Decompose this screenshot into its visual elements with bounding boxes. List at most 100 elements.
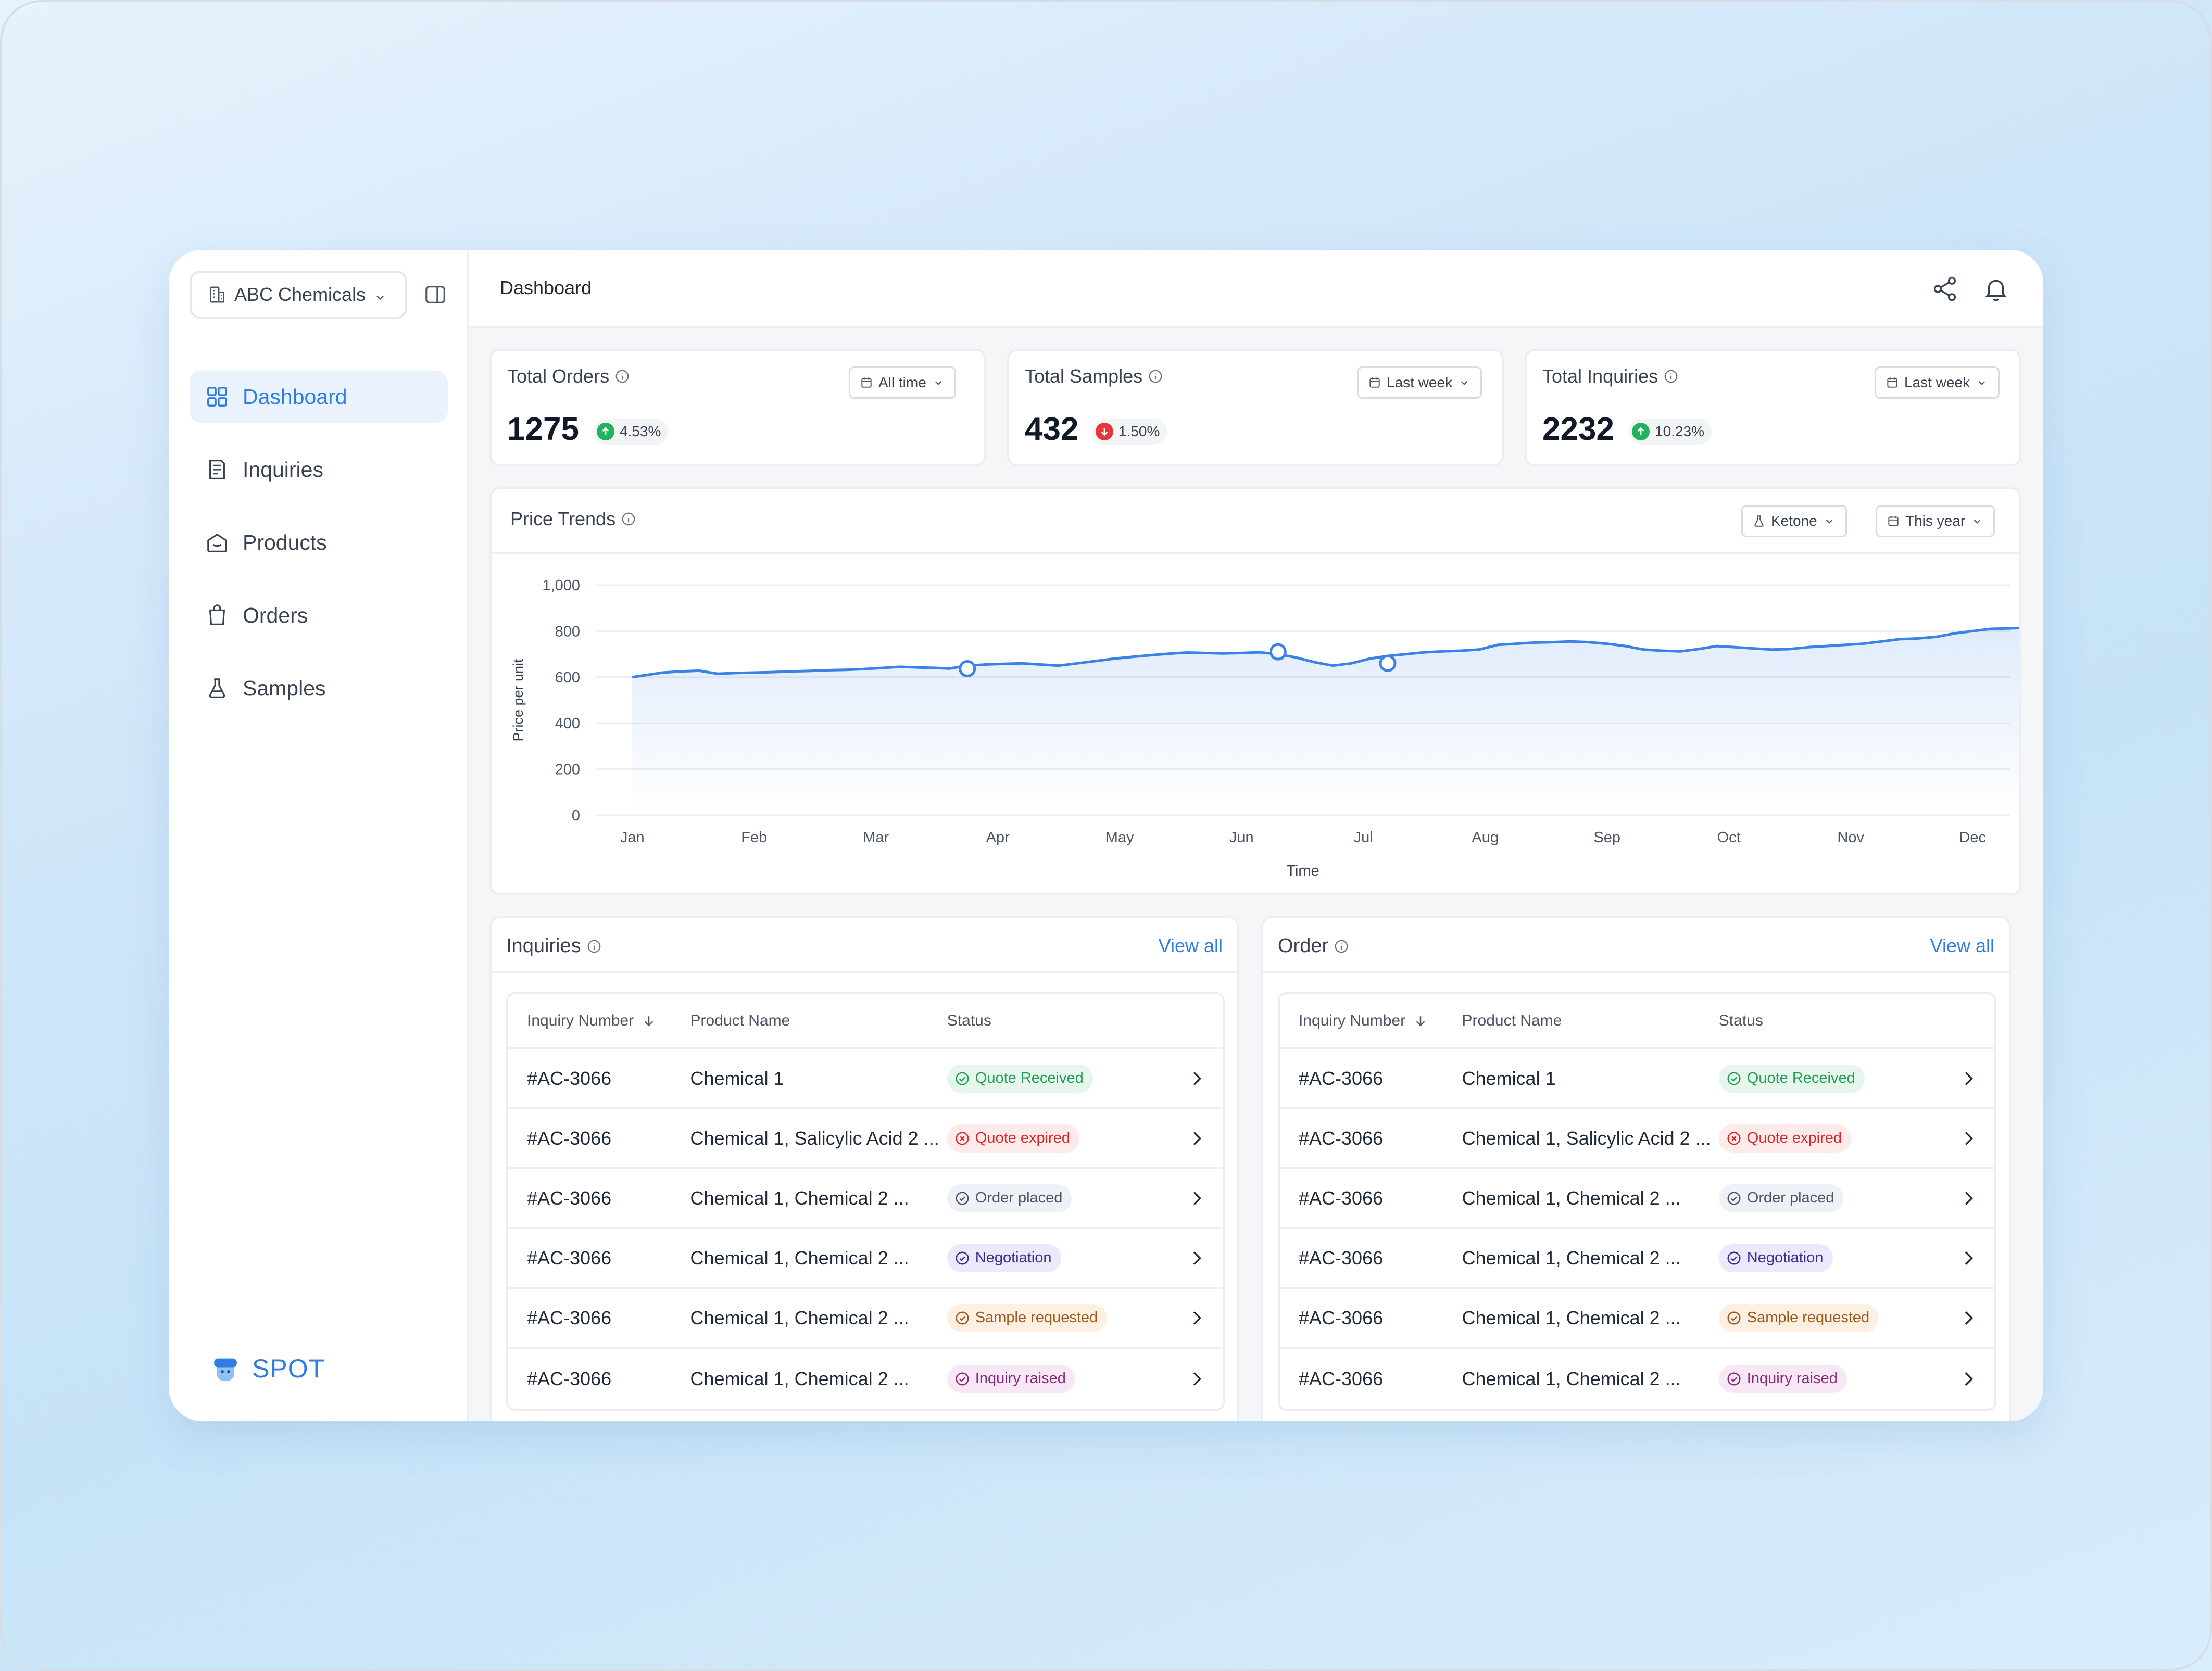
chevron-right-icon[interactable] — [1171, 1308, 1223, 1328]
chevron-right-icon[interactable] — [1171, 1188, 1223, 1209]
x-axis-label: Time — [1286, 863, 1319, 879]
period-dropdown[interactable]: This year — [1876, 505, 1995, 537]
product-name: Chemical 1, Chemical 2 ... — [690, 1247, 909, 1269]
chevron-right-icon[interactable] — [1942, 1128, 1994, 1149]
column-header-product-name: Product Name — [1462, 1012, 1562, 1029]
status-icon — [1726, 1071, 1742, 1086]
sidebar-item-samples[interactable]: Samples — [190, 662, 448, 714]
chevron-down-icon — [1457, 376, 1471, 389]
chevron-right-icon[interactable] — [1171, 1068, 1223, 1089]
data-point-marker[interactable] — [1379, 654, 1397, 672]
series-line — [632, 626, 2019, 679]
stat-card-total-inquiries: Total Inquiries Last week 2232 10.23% — [1525, 349, 2021, 466]
chevron-right-icon[interactable] — [1171, 1369, 1223, 1389]
product-name: Chemical 1, Salicylic Acid 2 ... — [1462, 1127, 1711, 1149]
sidebar-toggle-icon[interactable] — [423, 282, 448, 307]
calendar-icon — [1886, 376, 1899, 389]
view-all-link[interactable]: View all — [1158, 935, 1223, 956]
share-icon[interactable] — [1931, 275, 1959, 303]
sidebar-item-orders[interactable]: Orders — [190, 589, 448, 641]
column-header-status: Status — [1718, 1012, 1763, 1029]
inquiry-number: #AC-3066 — [527, 1067, 612, 1089]
table-row[interactable]: #AC-3066 Chemical 1, Chemical 2 ... Orde… — [508, 1169, 1223, 1229]
inquiry-number: #AC-3066 — [1299, 1067, 1384, 1089]
x-tick-label: Feb — [741, 829, 767, 846]
status-badge: Inquiry raised — [947, 1364, 1075, 1393]
data-point-marker[interactable] — [1269, 643, 1287, 661]
period-dropdown[interactable]: All time — [849, 366, 956, 399]
price-trends-card: Price Trends Ketone This year — [489, 487, 2021, 895]
period-dropdown[interactable]: Last week — [1875, 366, 2000, 399]
arrow-down-icon[interactable] — [641, 1013, 657, 1029]
table-row[interactable]: #AC-3066 Chemical 1, Chemical 2 ... Orde… — [1280, 1169, 1994, 1229]
stat-value: 1275 — [507, 411, 579, 447]
status-cell: Sample requested — [1718, 1303, 1942, 1332]
stat-card-total-samples: Total Samples Last week 432 1.50% — [1007, 349, 1504, 466]
stat-value: 2232 — [1542, 411, 1614, 447]
chevron-right-icon[interactable] — [1942, 1308, 1994, 1328]
trend-down-icon — [1096, 423, 1113, 440]
info-icon[interactable] — [1148, 369, 1163, 384]
info-icon[interactable] — [586, 939, 602, 954]
status-icon — [954, 1071, 970, 1086]
chevron-down-icon — [1823, 514, 1836, 528]
chevron-right-icon[interactable] — [1942, 1369, 1994, 1389]
info-icon[interactable] — [1663, 369, 1679, 384]
table-row[interactable]: #AC-3066 Chemical 1, Chemical 2 ... Inqu… — [1280, 1349, 1994, 1409]
status-icon — [954, 1250, 970, 1266]
table-row[interactable]: #AC-3066 Chemical 1, Salicylic Acid 2 ..… — [508, 1109, 1223, 1169]
y-tick-label: 200 — [555, 762, 580, 778]
status-badge: Order placed — [1718, 1184, 1844, 1212]
chevron-right-icon[interactable] — [1171, 1248, 1223, 1269]
info-icon[interactable] — [621, 511, 636, 527]
x-tick-label: Nov — [1837, 829, 1864, 846]
chevron-down-icon — [932, 376, 945, 389]
table-row[interactable]: #AC-3066 Chemical 1, Salicylic Acid 2 ..… — [1280, 1109, 1994, 1169]
data-point-marker[interactable] — [959, 660, 976, 677]
page-title: Dashboard — [500, 277, 592, 298]
table-row[interactable]: #AC-3066 Chemical 1, Chemical 2 ... Nego… — [1280, 1229, 1994, 1289]
table-row[interactable]: #AC-3066 Chemical 1, Chemical 2 ... Samp… — [1280, 1289, 1994, 1349]
x-tick-label: Jun — [1229, 829, 1254, 846]
inquiry-number: #AC-3066 — [527, 1127, 612, 1149]
table-row[interactable]: #AC-3066 Chemical 1, Chemical 2 ... Nego… — [508, 1229, 1223, 1289]
table-row[interactable]: #AC-3066 Chemical 1, Chemical 2 ... Inqu… — [508, 1349, 1223, 1409]
status-label: Order placed — [975, 1189, 1063, 1206]
dropdown-value: Ketone — [1771, 513, 1817, 529]
chemical-dropdown[interactable]: Ketone — [1741, 505, 1847, 537]
info-icon[interactable] — [1334, 939, 1349, 954]
chevron-right-icon[interactable] — [1942, 1188, 1994, 1209]
x-tick-label: Jan — [620, 829, 645, 846]
status-label: Order placed — [1746, 1189, 1834, 1206]
status-icon — [954, 1131, 970, 1146]
column-header-status: Status — [947, 1012, 991, 1029]
table-row[interactable]: #AC-3066 Chemical 1 Quote Received — [1280, 1049, 1994, 1109]
sidebar-item-label: Inquiries — [243, 457, 323, 482]
chevron-right-icon[interactable] — [1171, 1128, 1223, 1149]
status-cell: Quote expired — [1718, 1124, 1942, 1153]
chevron-right-icon[interactable] — [1942, 1248, 1994, 1269]
org-selector[interactable]: ABC Chemicals — [190, 271, 407, 319]
sidebar-item-inquiries[interactable]: Inquiries — [190, 444, 448, 496]
inquiry-number: #AC-3066 — [1299, 1247, 1384, 1269]
status-badge: Sample requested — [1718, 1303, 1879, 1332]
bell-icon[interactable] — [1982, 275, 2010, 303]
sidebar-item-products[interactable]: Products — [190, 516, 448, 568]
table-row[interactable]: #AC-3066 Chemical 1 Quote Received — [508, 1049, 1223, 1109]
view-all-link[interactable]: View all — [1930, 935, 1994, 956]
calendar-icon — [860, 376, 873, 389]
status-cell: Order placed — [1718, 1184, 1942, 1212]
status-badge: Negotiation — [1718, 1244, 1833, 1272]
trend-value: 1.50% — [1118, 423, 1160, 439]
chevron-right-icon[interactable] — [1942, 1068, 1994, 1089]
column-header-inquiry-number[interactable]: Inquiry Number — [1280, 1012, 1462, 1030]
brand-name: SPOT — [252, 1354, 325, 1383]
period-dropdown[interactable]: Last week — [1357, 366, 1482, 399]
arrow-down-icon[interactable] — [1413, 1013, 1428, 1029]
sidebar-item-dashboard[interactable]: Dashboard — [190, 371, 448, 423]
info-icon[interactable] — [614, 369, 630, 384]
product-name: Chemical 1, Chemical 2 ... — [690, 1187, 909, 1209]
table-row[interactable]: #AC-3066 Chemical 1, Chemical 2 ... Samp… — [508, 1289, 1223, 1349]
column-header-inquiry-number[interactable]: Inquiry Number — [508, 1012, 690, 1030]
chevron-down-icon — [1975, 376, 1989, 389]
